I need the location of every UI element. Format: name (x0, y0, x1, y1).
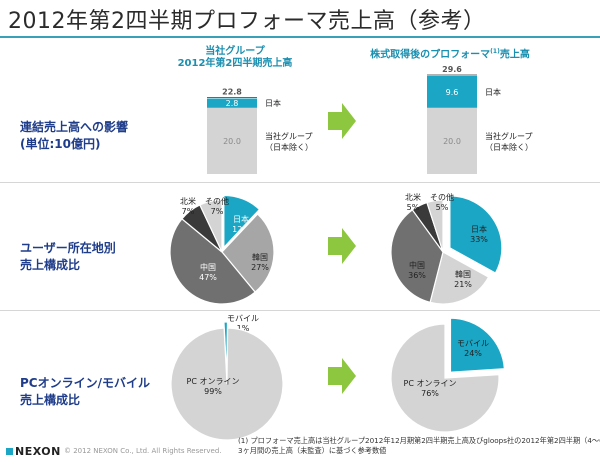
footnote-line1: (1) プロフォーマ売上高は当社グループ2012年12月期第2四半期売上高及びg… (238, 436, 600, 445)
pie-label-0: モバイル (227, 314, 259, 323)
pie-slice-1 (429, 251, 490, 305)
pie-slice-2 (390, 209, 444, 304)
right-column-heading-line1-tail: 売上高 (499, 49, 530, 61)
bar-total-label: 29.6 (442, 65, 462, 74)
pie-label-0: 日本 (471, 224, 487, 234)
bar-segment-1 (207, 98, 257, 108)
pie-label-1: 韓国 (455, 269, 471, 279)
row-label-bar-line1: 連結売上高への影響 (20, 120, 129, 134)
row-label-bar-line2: (単位:10億円) (20, 137, 101, 151)
row-label-bar: 連結売上高への影響 (単位:10億円) (20, 119, 128, 153)
footnote: (1) プロフォーマ売上高は当社グループ2012年12月期第2四半期売上高及びg… (238, 436, 600, 456)
pie-value-4: 5% (436, 203, 449, 212)
left-column-heading-line1: 当社グループ (205, 46, 265, 57)
arrow-row-region-shape (328, 228, 356, 264)
right-stacked-bar-chart: 20.0 当社グループ（日本除く） 9.6 日本 29.6 (427, 65, 533, 174)
bar-segment-0 (427, 107, 477, 174)
bar-series-label-1: 日本 (265, 98, 281, 108)
arrow-row-platform-shape (328, 358, 356, 394)
pie-value-1: 76% (421, 389, 439, 398)
right-column-heading: 株式取得後のプロフォーマ(1)売上高 (360, 46, 540, 61)
pie-slice-1 (170, 327, 284, 441)
bar-segment-0 (207, 107, 257, 174)
left-stacked-bar-chart: 20.0 当社グループ（日本除く） 2.8 日本 22.8 (207, 88, 313, 174)
pie-label-2: 中国 (409, 260, 425, 270)
pie-label-2: 中国 (200, 262, 216, 272)
pie-value-2: 47% (199, 273, 217, 282)
nexon-logo-icon (6, 448, 13, 455)
pie-label-0: 日本 (233, 214, 249, 224)
pie-slice-1 (390, 323, 500, 433)
pie-value-1: 21% (454, 280, 472, 289)
pie-label-1: PC オンライン (187, 377, 240, 386)
row-label-platform-line1: PCオンライン/モバイル (20, 376, 150, 390)
row-label-region: ユーザー所在地別 売上構成比 (20, 240, 116, 274)
arrow-row-bar-shape (328, 103, 356, 139)
row-label-platform: PCオンライン/モバイル 売上構成比 (20, 375, 150, 409)
pie-label-4: その他 (205, 196, 229, 206)
bar-value-label-0: 20.0 (443, 137, 461, 146)
left-column-heading: 当社グループ 2012年第2四半期売上高 (160, 46, 310, 70)
pie-value-0: 24% (464, 349, 482, 358)
pie-value-3: 7% (182, 207, 195, 216)
pie-value-2: 36% (408, 271, 426, 280)
title-underline (0, 36, 600, 38)
pie-value-0: 12% (232, 225, 250, 234)
pie-label-1: 韓国 (252, 252, 268, 262)
row-label-platform-line2: 売上構成比 (20, 393, 81, 407)
bar-value-label-1: 9.6 (446, 88, 459, 97)
bar-series-label-0-line2: （日本除く） (485, 142, 533, 152)
bar-value-label-0: 20.0 (223, 137, 241, 146)
row-divider-1 (0, 182, 600, 183)
footnote-line2: 3ヶ月間の売上高（未監査）に基づく参考数値 (238, 446, 387, 455)
pie-slice-0 (223, 194, 261, 249)
pie-slice-2 (169, 218, 256, 305)
pie-label-3: 北米 (405, 192, 421, 202)
bar-series-label-0: 当社グループ (485, 131, 533, 141)
pie-slice-4 (426, 199, 444, 253)
pie-value-1: 99% (204, 387, 222, 396)
pie-label-0: モバイル (457, 339, 489, 348)
page-title: 2012年第2四半期プロフォーマ売上高（参考） (8, 9, 486, 34)
pie-slice-4 (199, 199, 223, 253)
row-label-region-line1: ユーザー所在地別 (20, 241, 116, 255)
row-divider-2 (0, 310, 600, 311)
arrow-row-region-icon (328, 228, 356, 264)
left-column-heading-line2: 2012年第2四半期売上高 (177, 58, 293, 69)
pie-value-3: 5% (407, 203, 420, 212)
pie-slice-1 (221, 213, 275, 293)
bar-series-label-0-line2: （日本除く） (265, 142, 313, 152)
right-column-heading-superscript: (1) (490, 48, 500, 55)
right-column-heading-line1: 株式取得後のプロフォーマ (370, 49, 491, 61)
pie-label-1: PC オンライン (404, 379, 457, 388)
arrow-row-platform-icon (328, 358, 356, 394)
pie-value-1: 27% (251, 263, 269, 272)
pie-value-0: 33% (470, 235, 488, 244)
pie-slice-0 (449, 195, 503, 274)
pie-value-0: 1% (237, 324, 250, 333)
nexon-logo-text: NEXON (15, 445, 61, 458)
nexon-logo: NEXON (6, 445, 61, 458)
pie-label-4: その他 (430, 192, 454, 202)
bar-series-label-0: 当社グループ (265, 131, 313, 141)
bar-total-label: 22.8 (222, 88, 242, 97)
pie-label-3: 北米 (180, 196, 196, 206)
copyright: © 2012 NEXON Co., Ltd. All Rights Reserv… (64, 447, 222, 455)
arrow-row-bar-icon (328, 103, 356, 139)
pie-value-4: 7% (211, 207, 224, 216)
bar-series-label-1: 日本 (485, 87, 501, 97)
bar-segment-1 (427, 76, 477, 108)
bar-value-label-1: 2.8 (226, 99, 239, 108)
pie-slice-0 (449, 317, 506, 373)
row-label-region-line2: 売上構成比 (20, 258, 81, 272)
